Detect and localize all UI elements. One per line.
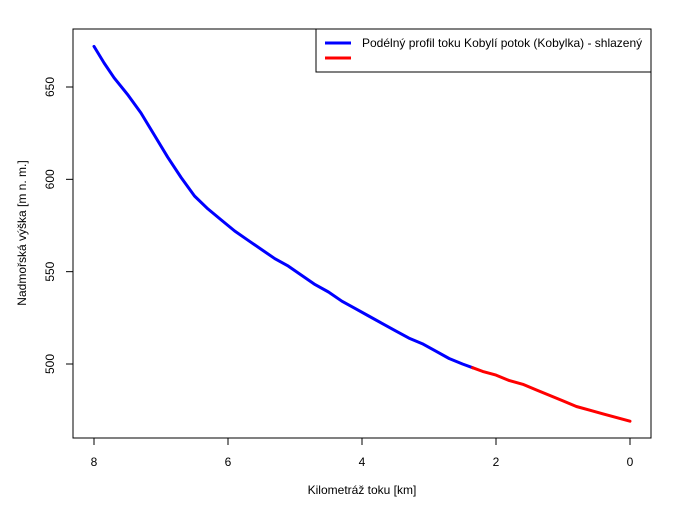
y-tick-label: 550 bbox=[43, 261, 57, 281]
series-line-profile bbox=[92, 44, 475, 370]
y-tick-label: 650 bbox=[43, 77, 57, 97]
legend-label: Podélný profil toku Kobylí potok (Kobylk… bbox=[362, 36, 642, 50]
y-tick-label: 500 bbox=[43, 354, 57, 374]
x-tick-label: 0 bbox=[627, 455, 634, 469]
x-axis-title: Kilometráž toku [km] bbox=[308, 483, 417, 497]
x-tick-label: 2 bbox=[493, 455, 500, 469]
plot-frame bbox=[72, 28, 652, 439]
x-tick-label: 6 bbox=[225, 455, 232, 469]
x-tick-label: 4 bbox=[359, 455, 366, 469]
y-axis-title: Nadmořská výška [m n. m.] bbox=[15, 160, 29, 305]
x-tick-label: 8 bbox=[91, 455, 98, 469]
y-tick-label: 600 bbox=[43, 169, 57, 189]
legend-box bbox=[315, 28, 652, 73]
x-axis: 8 6 4 2 0 bbox=[91, 437, 634, 469]
series-line-municipality bbox=[471, 366, 632, 423]
legend: Podélný profil toku Kobylí potok (Kobylk… bbox=[315, 28, 652, 73]
series-layer bbox=[92, 44, 632, 423]
y-axis: 500 550 600 650 bbox=[43, 77, 74, 374]
